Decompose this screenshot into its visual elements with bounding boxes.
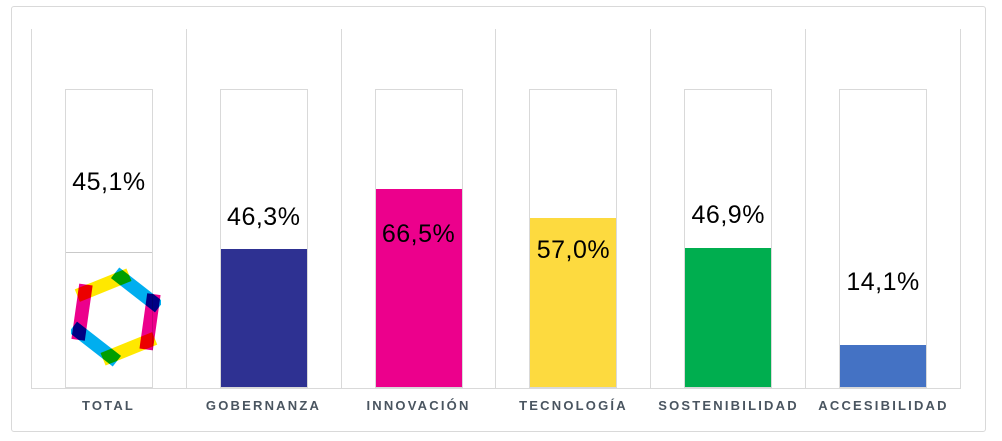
bar-fill-innovacion: [375, 189, 462, 387]
bar-track: [839, 89, 928, 388]
bar-fill-gobernanza: [220, 249, 307, 387]
category-label-accesibilidad: ACCESIBILIDAD: [818, 398, 949, 413]
bar-track: [529, 89, 618, 388]
category-label-sostenibilidad: SOSTENIBILIDAD: [658, 398, 799, 413]
category-label-total: TOTAL: [81, 398, 136, 413]
bar-fill-sostenibilidad: [685, 248, 772, 387]
bar-value-label: 45,1%: [72, 168, 146, 196]
bar-value-label: 57,0%: [536, 236, 611, 264]
category-label-tecnologia: TECNOLOGÍA: [519, 398, 628, 413]
bar-fill-accesibilidad: [840, 345, 927, 387]
bar-cell-accesibilidad: 14,1%: [805, 29, 961, 388]
bar-cell-innovacion: 66,5%: [340, 29, 496, 388]
chart-frame: 45,1% 46,3% 66,5% 57,0% 46,9% 14,1% TOTAL GOBE…: [11, 6, 986, 432]
bar-value-label: 66,5%: [381, 220, 456, 248]
bar-fill-tecnologia: [530, 218, 617, 387]
bar-cell-gobernanza: 46,3%: [185, 29, 341, 388]
bar-cell-total: 45,1%: [31, 29, 186, 388]
bar-fill-total: [65, 252, 152, 387]
dti-hexagon-logo-icon: [70, 263, 161, 371]
bar-track: [374, 89, 463, 388]
bar-value-label: 46,3%: [227, 203, 301, 231]
bar-value-label: 14,1%: [846, 268, 920, 296]
bar-track: [64, 89, 161, 388]
bar-cell-tecnologia: 57,0%: [495, 29, 650, 388]
bar-track: [219, 89, 308, 388]
bar-value-label: 46,9%: [691, 201, 765, 229]
category-label-gobernanza: GOBERNANZA: [205, 398, 322, 413]
bar-cell-sostenibilidad: 46,9%: [650, 29, 805, 388]
bar-track: [684, 89, 773, 388]
category-axis-row: TOTAL GOBERNANZA INNOVACIÓN TECNOLOGÍA SOSTE…: [31, 388, 961, 414]
plot-area: 45,1% 46,3% 66,5% 57,0% 46,9% 14,1%: [31, 29, 961, 389]
category-label-innovacion: INNOVACIÓN: [366, 398, 471, 413]
